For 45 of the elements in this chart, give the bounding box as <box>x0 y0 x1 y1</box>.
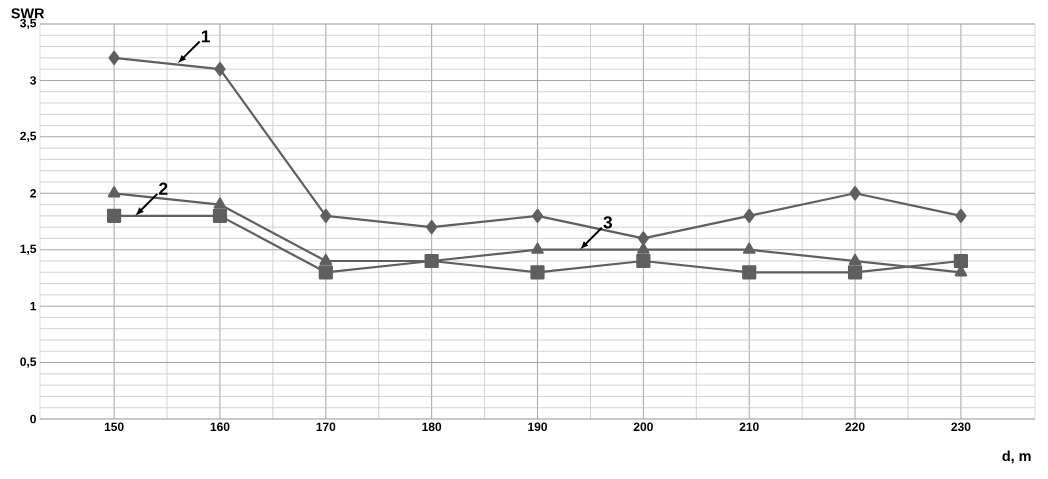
y-tick-label: 2 <box>30 189 36 198</box>
point <box>318 265 333 280</box>
x-tick-label: 150 <box>104 422 124 432</box>
point <box>849 186 861 201</box>
x-tick-label: 160 <box>210 422 230 432</box>
point <box>108 50 120 65</box>
x-tick-label: 170 <box>316 422 336 432</box>
y-tick-label: 3,5 <box>20 18 37 30</box>
y-tick-label: 0,5 <box>20 357 37 368</box>
annotation: 1 <box>201 30 210 43</box>
y-tick-label: 1,5 <box>20 244 37 255</box>
point <box>426 220 438 235</box>
y-tick-label: 3 <box>30 76 37 85</box>
point <box>107 186 121 198</box>
point <box>212 208 228 223</box>
point <box>953 253 969 269</box>
point <box>743 208 755 223</box>
annotation: 2 <box>159 182 168 195</box>
annotation: 3 <box>603 216 613 229</box>
x-tick-label: 200 <box>633 422 653 432</box>
point <box>107 208 122 223</box>
point <box>955 208 967 223</box>
point <box>847 265 863 280</box>
point <box>320 208 332 223</box>
point <box>742 242 756 254</box>
y-axis-title: SWR <box>11 8 45 19</box>
point <box>637 231 649 246</box>
point <box>213 197 227 209</box>
x-tick-label: 210 <box>739 422 759 432</box>
point <box>214 62 226 77</box>
point <box>742 265 757 280</box>
x-tick-label: 220 <box>845 422 865 432</box>
x-tick-label: 230 <box>951 422 971 432</box>
point <box>531 242 544 254</box>
x-axis-title: d, m <box>1002 450 1031 464</box>
x-tick-label: 180 <box>422 422 442 432</box>
y-tick-label: 1 <box>30 302 37 311</box>
y-tick-label: 2,5 <box>20 131 37 142</box>
y-tick-label: 0 <box>30 414 36 424</box>
point <box>530 265 545 280</box>
point <box>636 253 651 269</box>
x-tick-label: 190 <box>528 422 548 432</box>
point <box>848 253 862 266</box>
point <box>319 253 333 266</box>
point <box>531 208 544 223</box>
